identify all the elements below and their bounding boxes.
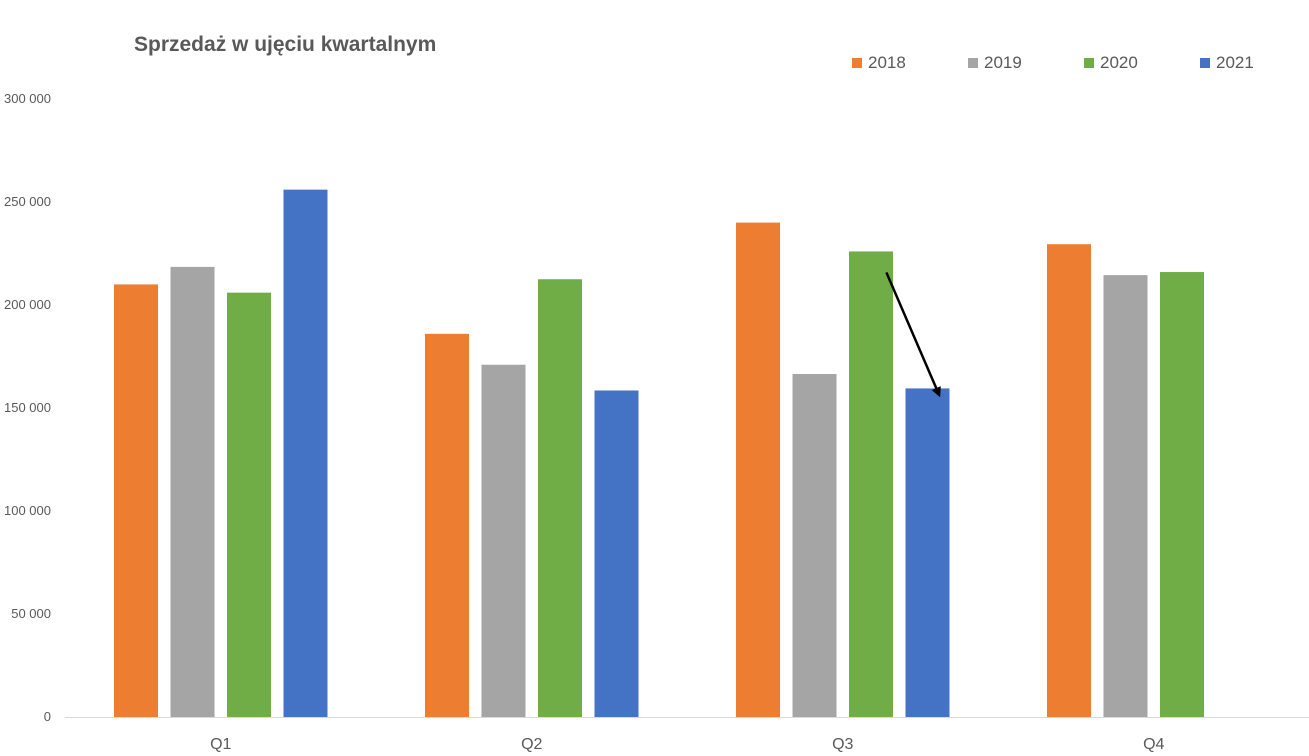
bar-q3-2021 (905, 388, 950, 717)
bar-q2-2021 (594, 390, 639, 717)
legend-label-2021: 2021 (1216, 53, 1254, 72)
bars (114, 189, 1204, 718)
bar-q3-2019 (792, 374, 837, 717)
legend: 2018 2019 2020 2021 (852, 53, 1309, 73)
bar-q1-2018 (114, 284, 158, 717)
bar-q2-2018 (425, 333, 469, 717)
legend-label-2019: 2019 (984, 53, 1022, 72)
x-axis: Q1 Q2 Q3 Q4 (210, 736, 1164, 753)
x-tick-label-q3: Q3 (832, 736, 853, 753)
x-tick-label-q1: Q1 (210, 736, 231, 753)
annotation-arrow (885, 271, 941, 398)
y-tick-label: 250 000 (4, 194, 51, 209)
bar-q1-2020 (227, 292, 271, 717)
y-tick-label: 150 000 (4, 400, 51, 415)
y-axis: 0 50 000 100 000 150 000 200 000 250 000 300 0… (4, 91, 51, 724)
bar-q2-2020 (538, 279, 582, 717)
annotations (885, 271, 941, 398)
legend-item-2018: 2018 (852, 53, 968, 73)
legend-swatch-2020 (1084, 58, 1094, 68)
legend-label-2018: 2018 (868, 53, 906, 72)
y-tick-label: 50 000 (11, 606, 51, 621)
legend-swatch-2021 (1200, 58, 1210, 68)
bar-q4-2019 (1103, 275, 1148, 717)
y-tick-label: 0 (44, 709, 51, 724)
x-tick-label-q4: Q4 (1143, 736, 1164, 753)
legend-swatch-2018 (852, 58, 862, 68)
bar-q2-2019 (481, 364, 526, 717)
bar-q3-2020 (849, 251, 893, 717)
chart-title: Sprzedaż w ujęciu kwartalnym (134, 33, 437, 56)
bar-q1-2021 (283, 189, 328, 717)
legend-item-2020: 2020 (1084, 53, 1200, 73)
y-tick-label: 200 000 (4, 297, 51, 312)
bar-q4-2020 (1160, 272, 1204, 717)
legend-swatch-2019 (968, 58, 978, 68)
bar-q1-2019 (170, 266, 215, 717)
bar-q4-2018 (1047, 244, 1091, 718)
legend-label-2020: 2020 (1100, 53, 1138, 72)
legend-item-2021: 2021 (1200, 53, 1309, 73)
x-tick-label-q2: Q2 (521, 736, 542, 753)
y-tick-label: 300 000 (4, 91, 51, 106)
bar-q3-2018 (736, 222, 780, 717)
legend-item-2019: 2019 (968, 53, 1084, 73)
y-tick-label: 100 000 (4, 503, 51, 518)
